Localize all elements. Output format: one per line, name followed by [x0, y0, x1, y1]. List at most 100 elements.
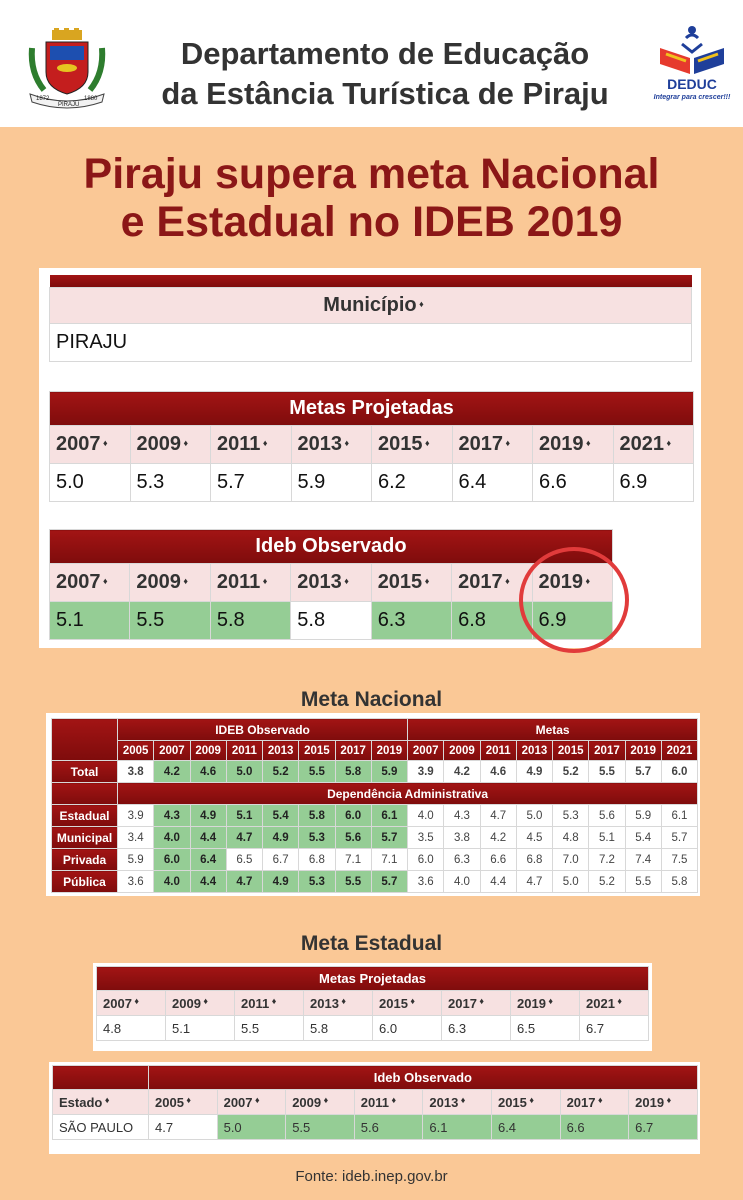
nacional-total-meta: 3.9 — [407, 760, 445, 783]
ideb-year-header-2013[interactable]: 2013 — [290, 563, 372, 602]
nacional-observed-year-2015[interactable]: 2015 — [298, 740, 336, 761]
estadual-ideb-year-2019[interactable]: 2019 — [628, 1089, 698, 1115]
ideb-year-header-2015[interactable]: 2015 — [370, 563, 453, 602]
metas-year-header-2015[interactable]: 2015 — [371, 425, 453, 464]
ideb-year-header-2017[interactable]: 2017 — [451, 563, 533, 602]
metas-value-2007: 5.0 — [49, 463, 131, 502]
department-title: Departamento de Educação da Estância Tur… — [120, 34, 650, 114]
nacional-total-meta: 5.7 — [624, 760, 662, 783]
nacional-meta-year-2011[interactable]: 2011 — [479, 740, 517, 761]
svg-text:1880: 1880 — [84, 96, 98, 102]
estadual-metas-value: 5.5 — [234, 1015, 304, 1041]
source-footer: Fonte: ideb.inep.gov.br — [295, 1168, 448, 1185]
estadual-metas-value: 6.0 — [372, 1015, 442, 1041]
nacional-meta-cell: 5.0 — [515, 804, 554, 827]
nacional-observed-year-2009[interactable]: 2009 — [189, 740, 227, 761]
nacional-total-meta: 5.2 — [552, 760, 590, 783]
estadual-ideb-year-2015[interactable]: 2015 — [490, 1089, 561, 1115]
metas-year-header-2011[interactable]: 2011 — [210, 425, 292, 464]
metas-year-header-2007[interactable]: 2007 — [49, 425, 131, 464]
ideb-year-header-2007[interactable]: 2007 — [48, 563, 131, 602]
estadual-metas-year-2007[interactable]: 2007 — [96, 990, 166, 1016]
table-row: Privada 5.9 6.0 6.4 6.5 6.7 6.8 7.1 7.1 6.0 6.3 6.6… — [51, 848, 699, 871]
nacional-observed-cell: 3.4 — [116, 826, 155, 849]
nacional-meta-cell: 7.2 — [588, 848, 626, 871]
ideb-value-2009: 5.5 — [129, 601, 211, 640]
estadual-metas-year-2017[interactable]: 2017 — [441, 990, 511, 1016]
estadual-metas-value: 5.8 — [303, 1015, 373, 1041]
estadual-metas-year-2021[interactable]: 2021 — [579, 990, 649, 1016]
nacional-meta-year-2007[interactable]: 2007 — [407, 740, 445, 761]
estadual-ideb-year-2011[interactable]: 2011 — [353, 1089, 424, 1115]
nacional-observed-cell: 5.7 — [370, 826, 409, 849]
nacional-meta-cell: 5.9 — [624, 804, 662, 827]
nacional-observed-year-2005[interactable]: 2005 — [116, 740, 155, 761]
municipio-header[interactable]: Município — [49, 286, 692, 324]
estadual-metas-year-2009[interactable]: 2009 — [165, 990, 235, 1016]
nacional-meta-year-2017[interactable]: 2017 — [588, 740, 626, 761]
nacional-observed-year-2019[interactable]: 2019 — [370, 740, 409, 761]
headline-line1: Piraju supera meta Nacional — [83, 150, 660, 198]
estadual-metas-value: 5.1 — [165, 1015, 235, 1041]
metas-projetadas-title: Metas Projetadas — [49, 391, 694, 426]
nacional-total-meta: 4.2 — [443, 760, 481, 783]
nacional-observed-year-2013[interactable]: 2013 — [261, 740, 300, 761]
ideb-year-header-2009[interactable]: 2009 — [129, 563, 211, 602]
nacional-meta-cell: 4.8 — [552, 826, 590, 849]
metas-year-header-2019[interactable]: 2019 — [532, 425, 614, 464]
piraju-crest-icon: 1872 1880 PIRAJU — [28, 28, 106, 109]
nacional-row-label: Estadual — [51, 804, 118, 827]
estadual-metas-year-2019[interactable]: 2019 — [510, 990, 580, 1016]
estadual-ideb-year-2009[interactable]: 2009 — [285, 1089, 355, 1115]
nacional-total-observed: 3.8 — [116, 760, 155, 783]
nacional-row-label-total: Total — [51, 760, 118, 783]
estadual-metas-year-2013[interactable]: 2013 — [303, 990, 373, 1016]
metas-value-2011: 5.7 — [210, 463, 292, 502]
ideb-value-2013: 5.8 — [290, 601, 372, 640]
nacional-observed-cell: 4.0 — [153, 870, 191, 893]
estadual-ideb-year-2005[interactable]: 2005 — [148, 1089, 218, 1115]
nacional-meta-year-2013[interactable]: 2013 — [515, 740, 554, 761]
nacional-observed-year-2011[interactable]: 2011 — [225, 740, 264, 761]
estadual-metas-table: Metas Projetadas 20072009201120132015201… — [96, 966, 649, 1041]
estadual-ideb-year-2007[interactable]: 2007 — [216, 1089, 287, 1115]
nacional-total-meta: 6.0 — [660, 760, 699, 783]
nacional-total-observed: 5.2 — [261, 760, 300, 783]
nacional-dependencia-header: Dependência Administrativa — [116, 782, 699, 805]
meta-nacional-table: IDEB Observado Metas 2005 2007 2009 2011 201… — [51, 718, 699, 893]
nacional-observed-cell: 5.4 — [261, 804, 300, 827]
nacional-meta-cell: 6.0 — [407, 848, 445, 871]
nacional-meta-cell: 7.0 — [552, 848, 590, 871]
nacional-meta-cell: 7.4 — [624, 848, 662, 871]
metas-year-header-2021[interactable]: 2021 — [612, 425, 694, 464]
svg-text:PIRAJU: PIRAJU — [58, 102, 79, 108]
nacional-meta-year-2009[interactable]: 2009 — [443, 740, 481, 761]
nacional-meta-cell: 6.8 — [515, 848, 554, 871]
nacional-observed-cell: 5.6 — [334, 826, 372, 849]
nacional-meta-year-2019[interactable]: 2019 — [624, 740, 662, 761]
nacional-observed-cell: 5.3 — [298, 870, 336, 893]
estadual-ideb-year-2013[interactable]: 2013 — [422, 1089, 492, 1115]
nacional-observed-year-2017[interactable]: 2017 — [334, 740, 372, 761]
nacional-observed-year-2007[interactable]: 2007 — [153, 740, 191, 761]
ideb-year-header-2011[interactable]: 2011 — [209, 563, 292, 602]
estadual-ideb-year-2017[interactable]: 2017 — [559, 1089, 630, 1115]
nacional-meta-cell: 6.3 — [443, 848, 481, 871]
estadual-metas-year-2011[interactable]: 2011 — [234, 990, 304, 1016]
metas-year-header-2009[interactable]: 2009 — [129, 425, 211, 464]
estadual-metas-title: Metas Projetadas — [96, 966, 649, 991]
metas-year-header-2013[interactable]: 2013 — [290, 425, 372, 464]
nacional-observed-cell: 5.5 — [334, 870, 372, 893]
estadual-metas-year-2015[interactable]: 2015 — [372, 990, 442, 1016]
nacional-meta-cell: 4.7 — [479, 804, 517, 827]
nacional-meta-cell: 4.4 — [479, 870, 517, 893]
nacional-meta-cell: 3.6 — [407, 870, 445, 893]
nacional-total-observed: 5.0 — [225, 760, 264, 783]
nacional-meta-year-2015[interactable]: 2015 — [552, 740, 590, 761]
estado-header[interactable]: Estado — [52, 1089, 149, 1115]
metas-year-header-2017[interactable]: 2017 — [451, 425, 533, 464]
nacional-total-observed: 4.6 — [189, 760, 227, 783]
estadual-metas-value: 6.7 — [579, 1015, 649, 1041]
estadual-ideb-value: 5.6 — [353, 1114, 424, 1140]
nacional-meta-year-2021[interactable]: 2021 — [660, 740, 699, 761]
